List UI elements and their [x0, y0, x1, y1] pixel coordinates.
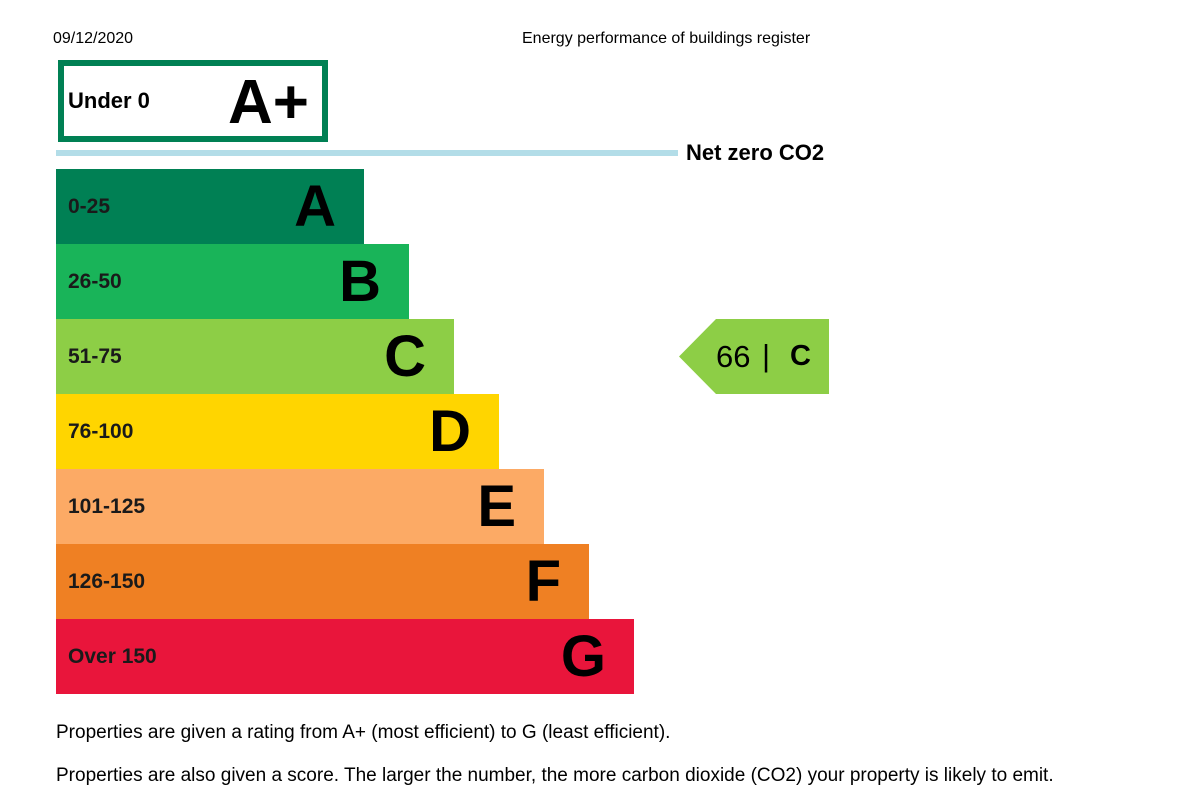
- band-letter: D: [429, 399, 471, 464]
- band-letter: E: [477, 474, 516, 539]
- band-letter: G: [560, 624, 606, 689]
- band-f: 126-150 F: [56, 544, 589, 619]
- band-range-label: 0-25: [68, 195, 111, 218]
- score-explanation: Properties are also given a score. The l…: [56, 765, 1054, 786]
- net-zero-label: Net zero CO2: [686, 140, 825, 165]
- aplus-letter: A+: [228, 68, 309, 137]
- band-range-label: 126-150: [68, 570, 146, 593]
- aplus-band: Under 0 A+: [58, 60, 328, 142]
- print-date: 09/12/2020: [53, 30, 134, 47]
- band-e: 101-125 E: [56, 469, 544, 544]
- band-range-label: 26-50: [68, 270, 122, 293]
- band-letter: C: [384, 324, 426, 389]
- net-zero-line: [56, 150, 678, 156]
- page-title: Energy performance of buildings register: [522, 30, 811, 47]
- aplus-range-label: Under 0: [68, 88, 150, 113]
- arrow-shape: [679, 319, 829, 394]
- current-rating-arrow: 66 | C: [679, 319, 829, 394]
- current-rating-separator: |: [762, 338, 771, 373]
- band-letter: A: [294, 174, 336, 239]
- band-a: 0-25 A: [56, 169, 364, 244]
- band-b: 26-50 B: [56, 244, 409, 319]
- band-g: Over 150 G: [56, 619, 634, 694]
- band-range-label: Over 150: [68, 645, 157, 668]
- band-letter: B: [339, 249, 381, 314]
- current-rating-letter: C: [790, 340, 811, 372]
- band-d: 76-100 D: [56, 394, 499, 469]
- rating-explanation: Properties are given a rating from A+ (m…: [56, 722, 671, 743]
- band-letter: F: [525, 549, 561, 614]
- band-c: 51-75 C: [56, 319, 454, 394]
- band-range-label: 101-125: [68, 495, 146, 518]
- current-rating-score: 66: [716, 339, 751, 374]
- band-range-label: 51-75: [68, 345, 122, 368]
- band-range-label: 76-100: [68, 420, 134, 443]
